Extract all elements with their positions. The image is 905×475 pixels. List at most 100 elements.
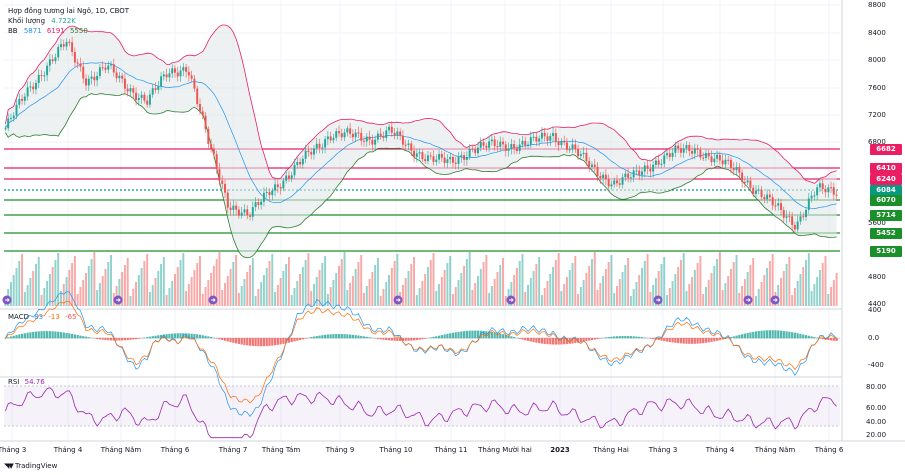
candle[interactable]: [96, 75, 99, 81]
candle[interactable]: [321, 147, 324, 149]
candle[interactable]: [446, 159, 449, 163]
candle[interactable]: [824, 188, 827, 193]
candle[interactable]: [760, 189, 763, 198]
candle[interactable]: [274, 184, 277, 191]
candle[interactable]: [565, 142, 568, 150]
candle[interactable]: [465, 156, 468, 160]
candle[interactable]: [146, 100, 149, 105]
candle[interactable]: [443, 157, 446, 163]
candle[interactable]: [68, 41, 71, 43]
candle[interactable]: [788, 216, 791, 218]
candle[interactable]: [15, 104, 18, 116]
candle[interactable]: [121, 75, 124, 79]
candle[interactable]: [201, 111, 204, 116]
candle[interactable]: [629, 177, 632, 179]
candle[interactable]: [310, 151, 313, 155]
candle[interactable]: [718, 154, 721, 161]
candle[interactable]: [732, 167, 735, 171]
candle[interactable]: [485, 145, 488, 148]
candle[interactable]: [407, 143, 410, 146]
candle[interactable]: [727, 159, 730, 161]
candle[interactable]: [279, 187, 282, 189]
candle[interactable]: [9, 118, 12, 120]
candle[interactable]: [518, 144, 521, 152]
candle[interactable]: [768, 194, 771, 198]
candle[interactable]: [168, 73, 171, 78]
candle[interactable]: [830, 187, 833, 189]
candle[interactable]: [196, 88, 199, 104]
candlesticks[interactable]: [4, 36, 838, 233]
candle[interactable]: [707, 153, 710, 157]
candle[interactable]: [746, 180, 749, 183]
candle[interactable]: [343, 132, 346, 138]
candle[interactable]: [123, 78, 126, 89]
candle[interactable]: [312, 148, 315, 155]
candle[interactable]: [363, 140, 365, 142]
candle[interactable]: [674, 145, 677, 153]
candle[interactable]: [112, 64, 115, 73]
candle[interactable]: [240, 212, 243, 216]
candle[interactable]: [560, 140, 563, 146]
candle[interactable]: [40, 74, 43, 76]
candle[interactable]: [457, 156, 460, 164]
candle[interactable]: [451, 157, 454, 163]
candle[interactable]: [755, 190, 757, 194]
candle[interactable]: [376, 133, 379, 140]
candle[interactable]: [329, 136, 332, 141]
candle[interactable]: [577, 149, 580, 157]
candle[interactable]: [666, 153, 669, 156]
candle[interactable]: [426, 155, 429, 162]
candle[interactable]: [296, 161, 299, 165]
event-markers[interactable]: [2, 295, 780, 305]
candle[interactable]: [646, 165, 649, 169]
candle[interactable]: [607, 179, 610, 187]
candle[interactable]: [357, 132, 360, 134]
candle[interactable]: [413, 150, 416, 157]
candle[interactable]: [488, 141, 491, 148]
candle[interactable]: [479, 142, 482, 148]
candle[interactable]: [438, 153, 441, 160]
candle[interactable]: [54, 57, 57, 62]
candle[interactable]: [699, 149, 702, 158]
candle[interactable]: [610, 184, 613, 187]
candle[interactable]: [771, 197, 774, 206]
candle[interactable]: [268, 191, 271, 196]
candle[interactable]: [596, 166, 599, 176]
candle[interactable]: [57, 47, 60, 58]
candle[interactable]: [793, 224, 796, 230]
candle[interactable]: [685, 145, 688, 149]
candle[interactable]: [154, 88, 157, 90]
candle[interactable]: [513, 144, 516, 149]
candle[interactable]: [254, 202, 257, 208]
candle[interactable]: [382, 136, 385, 138]
candle[interactable]: [182, 67, 185, 71]
candle[interactable]: [193, 78, 196, 89]
candle[interactable]: [34, 82, 37, 90]
candle[interactable]: [224, 183, 226, 193]
candle[interactable]: [187, 71, 190, 76]
candle[interactable]: [818, 183, 821, 188]
candle[interactable]: [621, 177, 624, 185]
candle[interactable]: [315, 143, 318, 149]
candle[interactable]: [568, 149, 571, 151]
candle[interactable]: [463, 155, 466, 160]
candle[interactable]: [90, 76, 93, 79]
candle[interactable]: [304, 150, 307, 159]
candle[interactable]: [677, 145, 680, 149]
candle[interactable]: [235, 205, 238, 210]
candle[interactable]: [107, 65, 110, 70]
candle[interactable]: [827, 187, 830, 193]
candle[interactable]: [791, 216, 794, 225]
candle[interactable]: [538, 138, 541, 142]
candle[interactable]: [287, 175, 290, 179]
candle[interactable]: [360, 133, 363, 141]
candle[interactable]: [460, 155, 463, 157]
candle[interactable]: [346, 128, 349, 133]
candle[interactable]: [424, 159, 427, 162]
candle[interactable]: [368, 136, 371, 140]
candle[interactable]: [71, 42, 74, 53]
price-tag[interactable]: 5714: [870, 210, 902, 221]
candle[interactable]: [721, 160, 724, 165]
candle[interactable]: [82, 66, 85, 79]
candle[interactable]: [493, 139, 496, 147]
